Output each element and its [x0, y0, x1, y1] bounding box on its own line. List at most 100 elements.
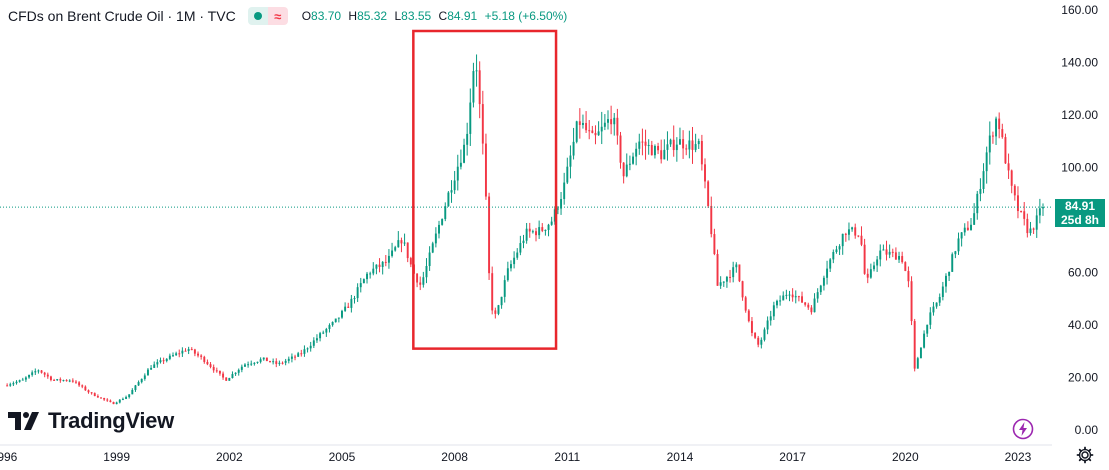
candle-body: [109, 400, 112, 403]
candle-body: [810, 307, 813, 313]
lightning-icon[interactable]: [1012, 418, 1034, 440]
candle-body: [31, 372, 34, 375]
candle-body: [12, 383, 15, 385]
candle-body: [591, 130, 594, 133]
candle-body: [247, 364, 250, 366]
candle-body: [694, 144, 697, 150]
candle-body: [976, 193, 979, 214]
candle-body: [735, 264, 738, 268]
candle-body: [312, 340, 315, 346]
candle-body: [297, 353, 300, 357]
candle-body: [9, 384, 12, 386]
candle-body: [28, 374, 31, 378]
candle-body: [544, 229, 547, 231]
candle-body: [632, 156, 634, 164]
candle-body: [757, 337, 760, 345]
candle-body: [907, 270, 910, 282]
candle-body: [478, 70, 481, 105]
candle-body: [272, 361, 275, 363]
candle-body: [838, 246, 841, 250]
candle-body: [704, 164, 706, 182]
open-value: 83.70: [311, 9, 342, 23]
candle-body: [541, 227, 544, 231]
candle-body: [181, 350, 184, 354]
candle-body: [425, 265, 428, 278]
candle-body: [290, 356, 293, 359]
candle-body: [112, 402, 115, 405]
time-axis[interactable]: 1996 1999 2002 2005 2008 2011 2014 2017 2020 2023: [0, 444, 1052, 464]
candle-body: [253, 362, 256, 364]
tradingview-logo-icon: [8, 412, 39, 430]
candle-body: [303, 349, 306, 354]
candle-body: [100, 397, 102, 399]
candle-body: [1016, 195, 1019, 212]
y-tick-label: 140.00: [1061, 56, 1098, 70]
candle-body: [982, 171, 985, 189]
candle-body: [556, 208, 559, 210]
price-axis[interactable]: 160.00140.00120.00100.0080.0060.0040.002…: [1061, 3, 1098, 437]
candle-body: [375, 264, 378, 269]
x-tick-label: 2011: [554, 450, 580, 464]
candle-body: [594, 132, 597, 136]
candle-body: [791, 294, 794, 298]
candle-body: [822, 277, 825, 286]
chart-header: CFDs on Brent Crude Oil · 1M · TVC ≈ O83…: [8, 6, 571, 26]
candle-body: [525, 228, 528, 241]
candle-body: [431, 243, 434, 253]
candle-body: [506, 268, 509, 281]
gear-icon[interactable]: [1076, 446, 1094, 464]
candle-body: [847, 229, 850, 235]
candle-body: [804, 302, 807, 305]
candle-body: [957, 238, 960, 252]
candle-body: [46, 374, 49, 377]
x-tick-label: 2014: [667, 450, 694, 464]
candle-body: [841, 233, 844, 247]
candle-body: [519, 243, 522, 253]
high-value: 85.32: [357, 9, 388, 23]
candle-body: [572, 141, 575, 156]
candle-body: [337, 317, 340, 319]
candle-body: [575, 121, 578, 142]
candle-body: [469, 102, 472, 134]
candle-body: [581, 122, 584, 125]
candle-body: [441, 219, 444, 225]
candle-body: [287, 358, 290, 361]
candle-body: [175, 353, 178, 356]
candle-body: [869, 269, 872, 278]
candle-body: [801, 296, 803, 303]
candle-body: [991, 135, 994, 137]
candle-body: [929, 312, 932, 325]
tradingview-logo[interactable]: TradingView: [8, 408, 174, 434]
candle-body: [300, 353, 303, 355]
candle-body: [225, 377, 228, 381]
candle-body: [53, 379, 56, 381]
candle-body: [262, 357, 265, 360]
candle-body: [779, 300, 782, 302]
candle-body: [491, 273, 494, 311]
candle-body: [56, 379, 59, 381]
status-pill[interactable]: ≈: [247, 7, 288, 25]
candle-body: [500, 296, 503, 306]
candle-body: [697, 140, 700, 145]
candle-body: [750, 321, 753, 333]
x-tick-label: 2017: [779, 450, 806, 464]
candle-body: [625, 164, 628, 177]
candle-body: [738, 264, 741, 282]
candle-body: [118, 399, 121, 403]
candle-body: [115, 402, 118, 405]
symbol-title[interactable]: CFDs on Brent Crude Oil · 1M · TVC: [8, 8, 236, 24]
ohlc-values: O83.70 H85.32 L83.55 C84.91 +5.18 (+6.50…: [301, 9, 568, 23]
candle-body: [159, 360, 162, 363]
candle-body: [75, 381, 77, 383]
wave-icon: ≈: [267, 7, 288, 25]
candle-body: [516, 252, 519, 258]
candle-body: [438, 224, 440, 234]
candle-body: [854, 227, 857, 236]
candle-body: [785, 294, 788, 296]
candle-body: [278, 362, 281, 364]
candle-body: [941, 286, 944, 298]
candle-body: [1004, 137, 1007, 164]
last-price-label[interactable]: 84.91 25d 8h: [1055, 199, 1105, 228]
candle-body: [675, 144, 678, 151]
